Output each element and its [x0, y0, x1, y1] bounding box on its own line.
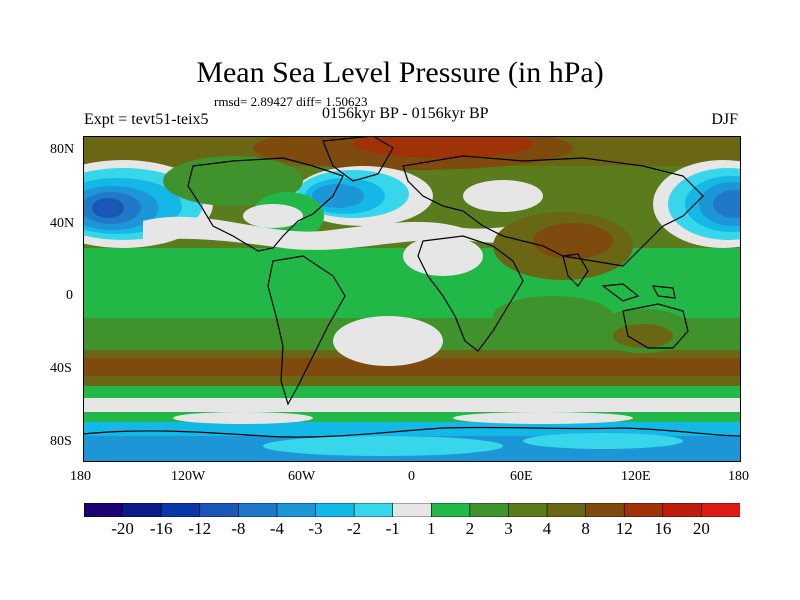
colorbar-label: -16 [149, 519, 173, 538]
lat-label-80n: 80N [50, 142, 75, 157]
lon-label-0: 0 [408, 469, 415, 484]
colorbar-swatch [122, 503, 162, 517]
colorbar [84, 503, 740, 517]
lat-label-40n: 40N [50, 216, 75, 231]
colorbar-label: -12 [188, 519, 212, 538]
period-label: 0156kyr BP - 0156kyr BP [322, 105, 489, 122]
colorbar-label: 4 [542, 519, 552, 538]
colorbar-swatch [315, 503, 355, 517]
colorbar-swatch [585, 503, 626, 517]
lat-label-0: 0 [66, 288, 73, 303]
lon-label-60e: 60E [510, 469, 533, 484]
colorbar-label: 2 [465, 519, 475, 538]
colorbar-label: 12 [615, 519, 633, 538]
colorbar-swatch [276, 503, 317, 517]
colorbar-swatch [546, 503, 587, 517]
lon-label-120e: 120E [621, 469, 651, 484]
colorbar-swatch [469, 503, 510, 517]
colorbar-label: 1 [427, 519, 436, 538]
lon-label-60w: 60W [288, 469, 316, 484]
colorbar-label: 8 [581, 519, 590, 538]
siberian-high [533, 223, 613, 259]
colorbar-label: 3 [504, 519, 513, 538]
colorbar-swatch [662, 503, 703, 517]
colorbar-swatch [84, 503, 124, 517]
colorbar-swatch [701, 503, 740, 517]
experiment-label: Expt = tevt51-teix5 [84, 111, 209, 128]
colorbar-swatch [508, 503, 548, 517]
colorbar-label: -4 [269, 519, 285, 538]
stats-label: rmsd= 2.89427 diff= 1.50623 [214, 94, 368, 109]
colorbar-label: 20 [692, 519, 710, 538]
zero-band-north [143, 216, 603, 250]
colorbar-swatch [238, 503, 278, 517]
colorbar-swatch [353, 503, 394, 517]
lat-label-40s: 40S [50, 361, 72, 376]
colorbar-swatch [199, 503, 240, 517]
colorbar-label: -8 [231, 519, 246, 538]
map-title: Mean Sea Level Pressure (in hPa) [196, 56, 604, 89]
lon-label-180w: 180 [70, 469, 91, 484]
lat-label-80s: 80S [50, 434, 72, 449]
colorbar-label: -3 [308, 519, 323, 538]
colorbar-label: -20 [111, 519, 134, 538]
pressure-map [83, 136, 741, 462]
colorbar-label: -1 [385, 519, 400, 538]
colorbar-label: -2 [347, 519, 362, 538]
south-atlantic-white [333, 316, 443, 366]
lon-label-120w: 120W [171, 469, 206, 484]
colorbar-swatch [623, 503, 664, 517]
colorbar-swatch [430, 503, 471, 517]
coastlines [83, 136, 741, 438]
season-label: DJF [711, 111, 738, 128]
lon-label-180e: 180 [728, 469, 749, 484]
colorbar-swatch [160, 503, 201, 517]
colorbar-label: 16 [654, 519, 672, 538]
colorbar-swatch [392, 503, 433, 517]
